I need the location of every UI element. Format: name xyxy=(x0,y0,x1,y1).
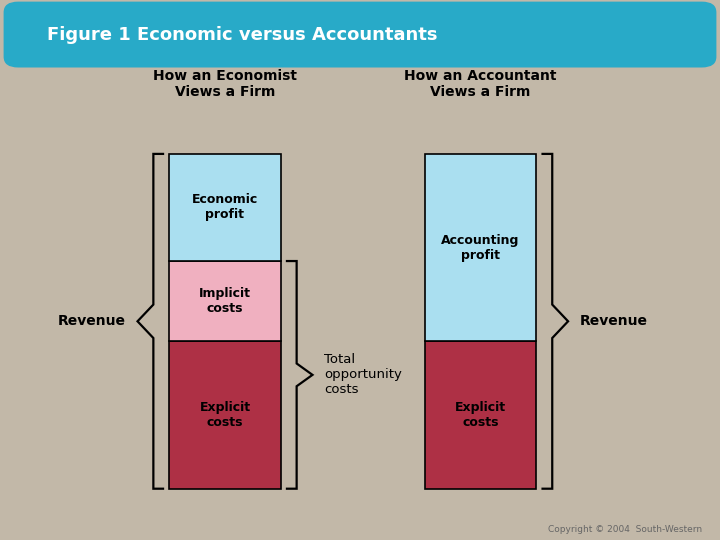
Text: Economic
profit: Economic profit xyxy=(192,193,258,221)
Text: Explicit
costs: Explicit costs xyxy=(455,401,506,429)
FancyBboxPatch shape xyxy=(4,2,716,68)
Bar xyxy=(425,154,536,341)
Bar xyxy=(169,261,281,341)
Text: Explicit
costs: Explicit costs xyxy=(199,401,251,429)
Text: Accounting
profit: Accounting profit xyxy=(441,234,520,262)
Text: Copyright © 2004  South-Western: Copyright © 2004 South-Western xyxy=(548,524,702,534)
Text: How an Economist
Views a Firm: How an Economist Views a Firm xyxy=(153,69,297,99)
Text: Figure 1 Economic versus Accountants: Figure 1 Economic versus Accountants xyxy=(47,25,437,44)
Text: Implicit
costs: Implicit costs xyxy=(199,287,251,315)
Text: Revenue: Revenue xyxy=(58,314,126,328)
Text: How an Accountant
Views a Firm: How an Accountant Views a Firm xyxy=(405,69,557,99)
Text: Revenue: Revenue xyxy=(580,314,647,328)
Bar xyxy=(169,154,281,261)
Bar xyxy=(425,341,536,489)
Text: Total
opportunity
costs: Total opportunity costs xyxy=(324,353,402,396)
Bar xyxy=(169,341,281,489)
